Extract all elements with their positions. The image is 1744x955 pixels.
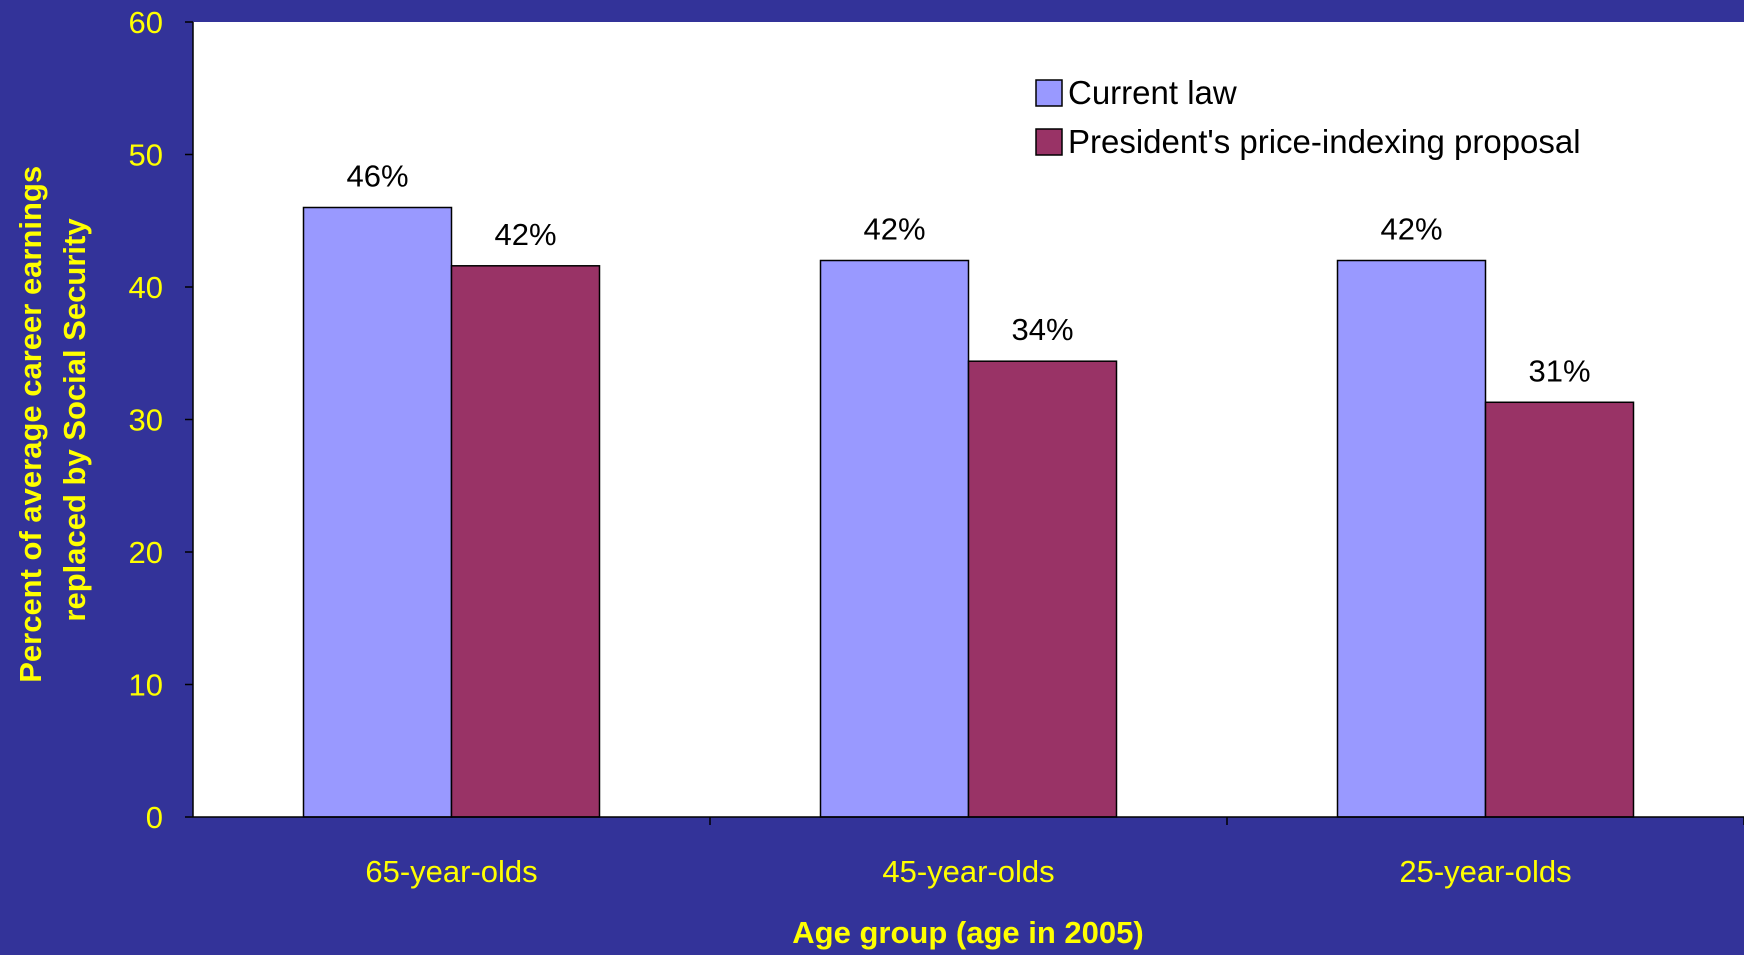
data-labels: 46% 42% 42% 34% 42% 31% bbox=[346, 159, 1590, 389]
data-label: 42% bbox=[494, 217, 556, 252]
x-category-label: 45-year-olds bbox=[882, 854, 1054, 889]
y-tick-label: 30 bbox=[129, 403, 163, 438]
legend-label-proposal: President's price-indexing proposal bbox=[1068, 123, 1581, 160]
y-tick-label: 40 bbox=[129, 270, 163, 305]
legend-swatch-current-law bbox=[1035, 79, 1063, 107]
x-category-label: 65-year-olds bbox=[365, 854, 537, 889]
data-label: 42% bbox=[1380, 212, 1442, 247]
bar-proposal bbox=[1484, 401, 1635, 818]
y-ticks: 0 10 20 30 40 50 60 bbox=[129, 5, 193, 835]
bar-current-law bbox=[302, 206, 453, 818]
y-axis-title-line-2: replaced by Social Security bbox=[57, 218, 92, 622]
bars bbox=[302, 206, 1635, 818]
y-tick-label: 0 bbox=[146, 800, 163, 835]
data-label: 42% bbox=[863, 212, 925, 247]
bar-proposal bbox=[967, 360, 1118, 818]
legend-label-current-law: Current law bbox=[1068, 74, 1237, 111]
x-axis-title: Age group (age in 2005) bbox=[792, 915, 1143, 950]
y-axis-title: Percent of average career earnings repla… bbox=[13, 157, 92, 683]
y-tick-label: 10 bbox=[129, 668, 163, 703]
legend: Current law President's price-indexing p… bbox=[1035, 74, 1581, 160]
x-category-label: 25-year-olds bbox=[1399, 854, 1571, 889]
legend-swatch-proposal bbox=[1035, 128, 1063, 156]
x-labels: 65-year-olds 45-year-olds 25-year-olds bbox=[365, 817, 1744, 889]
y-tick-label: 60 bbox=[129, 5, 163, 40]
y-axis-title-line-1: Percent of average career earnings bbox=[13, 166, 48, 683]
y-tick-label: 20 bbox=[129, 535, 163, 570]
data-label: 46% bbox=[346, 159, 408, 194]
bar-proposal bbox=[450, 265, 601, 818]
data-label: 34% bbox=[1011, 312, 1073, 347]
bar-current-law bbox=[1336, 259, 1487, 818]
bar-current-law bbox=[819, 259, 970, 818]
y-tick-label: 50 bbox=[129, 138, 163, 173]
data-label: 31% bbox=[1528, 353, 1590, 388]
